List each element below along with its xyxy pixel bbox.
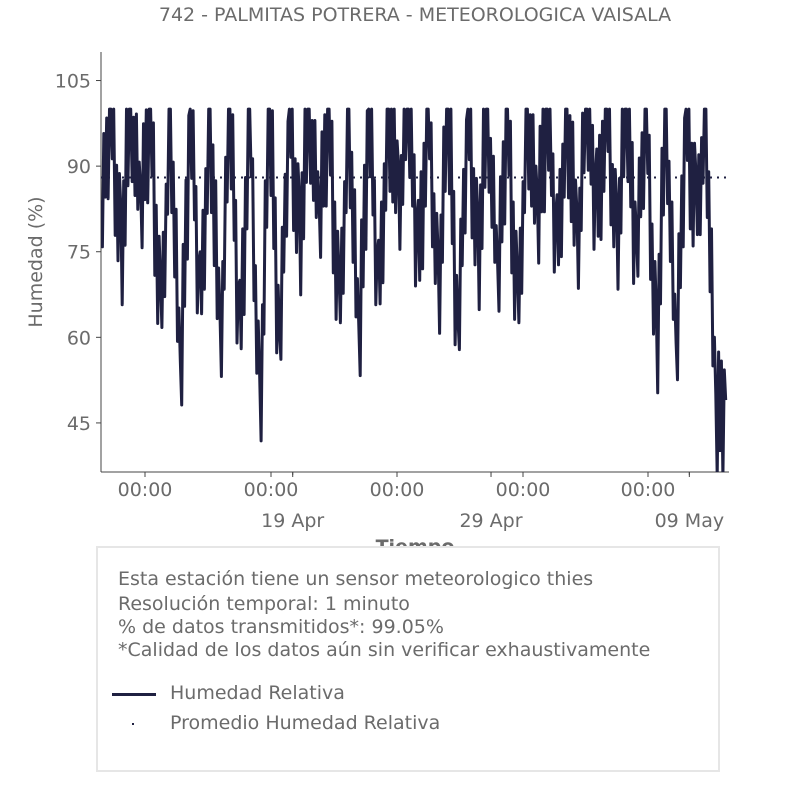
plot-area bbox=[101, 107, 729, 472]
data-transmitted-note: % de datos transmitidos*: 99.05% bbox=[118, 616, 444, 638]
y-tick-label: 90 bbox=[67, 156, 91, 178]
x-date-label: 09 May bbox=[655, 510, 725, 532]
x-date-label: 19 Apr bbox=[261, 510, 324, 532]
legend-dot-swatch bbox=[132, 723, 134, 725]
y-tick-label: 75 bbox=[67, 242, 91, 264]
station-sensor-note: Esta estación tiene un sensor meteorolog… bbox=[118, 568, 594, 590]
humedad-relativa-line bbox=[101, 107, 728, 472]
legend-label: Promedio Humedad Relativa bbox=[170, 712, 441, 734]
y-axis: 45 60 75 90 105 bbox=[55, 52, 102, 472]
legend-label: Humedad Relativa bbox=[170, 682, 345, 704]
x-date-label: 29 Apr bbox=[459, 510, 522, 532]
x-time-label: 00:00 bbox=[118, 479, 173, 501]
data-quality-note: *Calidad de los datos aún sin verificar … bbox=[118, 639, 651, 661]
x-time-label: 00:00 bbox=[244, 479, 299, 501]
y-axis-label: Humedad (%) bbox=[25, 196, 47, 327]
x-time-label: 00:00 bbox=[370, 479, 425, 501]
x-time-label: 00:00 bbox=[621, 479, 676, 501]
x-time-label: 00:00 bbox=[496, 479, 551, 501]
info-legend-box: Esta estación tiene un sensor meteorolog… bbox=[96, 546, 720, 772]
y-tick-label: 60 bbox=[67, 327, 91, 349]
legend-line-swatch bbox=[112, 693, 156, 696]
y-tick-label: 105 bbox=[55, 71, 91, 93]
x-axis: 19 Apr 29 Apr 09 May 00:00 00:00 00:00 00:00 00… bbox=[101, 471, 729, 532]
temporal-resolution-note: Resolución temporal: 1 minuto bbox=[118, 593, 410, 615]
y-tick-label: 45 bbox=[67, 413, 91, 435]
chart-title: 742 - PALMITAS POTRERA - METEOROLOGICA V… bbox=[159, 4, 671, 26]
